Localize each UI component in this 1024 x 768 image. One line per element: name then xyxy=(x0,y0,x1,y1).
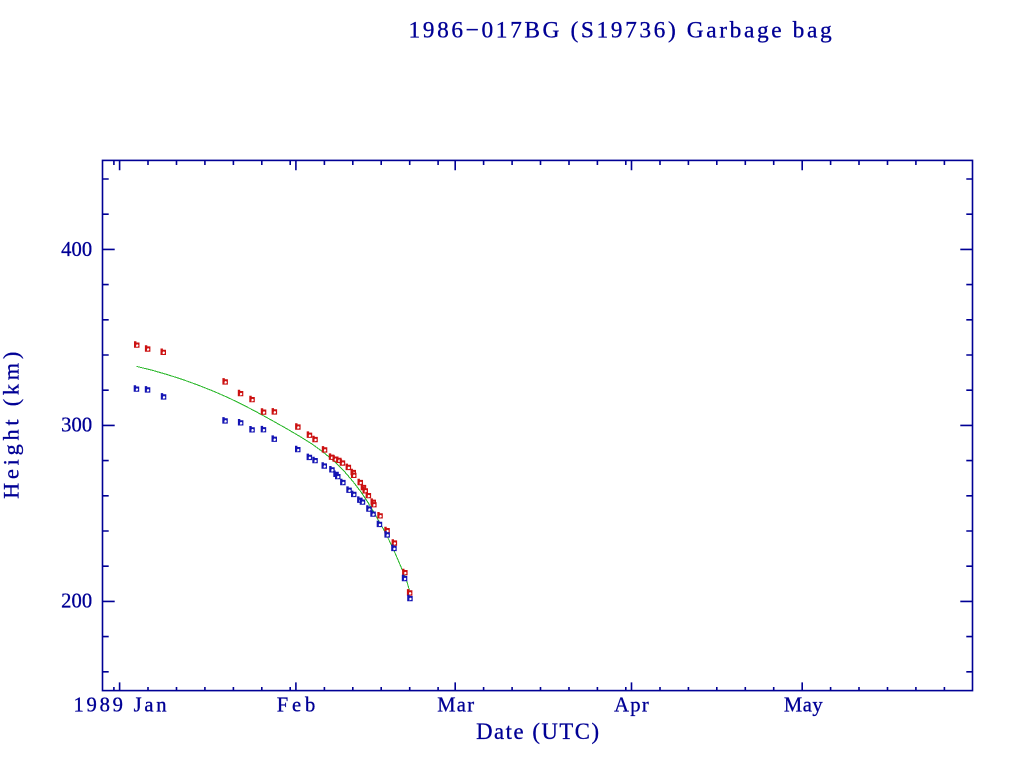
svg-text:May: May xyxy=(784,694,823,716)
svg-text:Height (km): Height (km) xyxy=(0,348,24,499)
svg-text:Feb: Feb xyxy=(277,694,319,716)
svg-text:Date (UTC): Date (UTC) xyxy=(476,719,600,744)
svg-text:Apr: Apr xyxy=(614,694,650,716)
svg-text:200: 200 xyxy=(61,591,92,613)
svg-text:400: 400 xyxy=(61,239,92,261)
svg-text:1989 Jan: 1989 Jan xyxy=(74,694,170,716)
svg-text:1986−017BG (S19736) Garbage ba: 1986−017BG (S19736) Garbage bag xyxy=(409,18,835,44)
svg-text:300: 300 xyxy=(61,415,92,437)
svg-text:Mar: Mar xyxy=(437,694,475,716)
